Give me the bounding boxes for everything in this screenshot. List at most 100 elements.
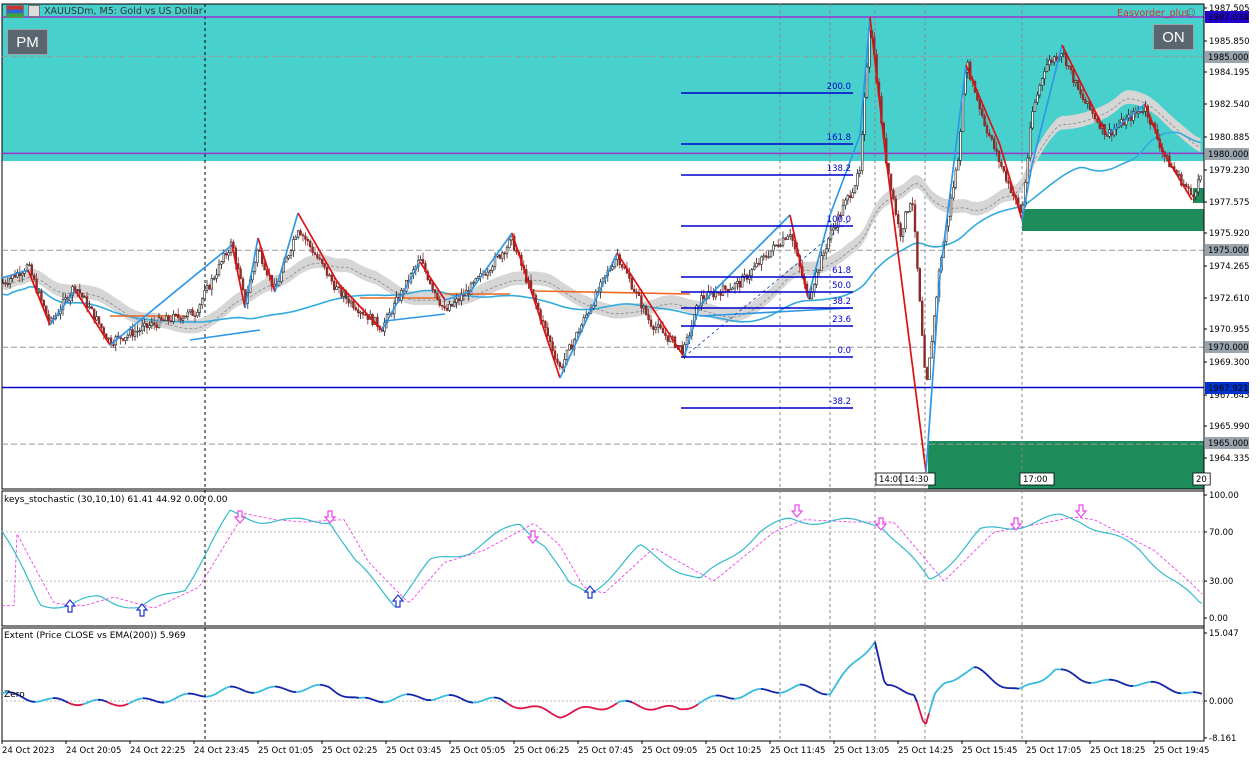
extent-line-segment <box>409 693 414 696</box>
candle-body <box>637 291 641 297</box>
candle-body <box>484 274 487 276</box>
chart-menu-icon-2[interactable] <box>28 5 40 17</box>
extent-line-segment <box>952 678 957 682</box>
candle-body <box>956 160 960 171</box>
candle-body <box>664 332 667 336</box>
candle-body <box>217 263 221 276</box>
candle-body <box>656 324 660 328</box>
extent-line-segment <box>37 700 42 703</box>
candle-body <box>829 229 833 240</box>
candle-body <box>49 317 53 322</box>
extent-line-segment <box>40 699 45 702</box>
candle-body <box>455 298 458 303</box>
extent-line-segment <box>721 695 726 698</box>
price-tag-label: 1985.000 <box>1208 53 1249 63</box>
candle-body <box>846 195 850 201</box>
zigzag-segment <box>244 237 259 309</box>
candle-body <box>136 330 139 333</box>
extent-line-segment <box>724 696 729 699</box>
candle-body <box>428 279 432 285</box>
candle-body <box>165 315 168 321</box>
extent-line-segment <box>931 693 936 704</box>
chart-menu-icon[interactable] <box>6 4 24 18</box>
extent-line-segment <box>637 704 642 708</box>
extent-line-segment <box>817 691 822 695</box>
candle-body <box>959 131 962 161</box>
extent-line-segment <box>103 699 108 703</box>
candle-body <box>452 302 456 307</box>
candle-body <box>925 367 929 380</box>
extent-line-segment <box>565 713 570 717</box>
extent-line-segment <box>82 702 87 706</box>
extent-line-segment <box>1027 682 1032 686</box>
extent-line-segment <box>829 689 834 695</box>
extent-line-segment <box>112 703 117 707</box>
candle-body <box>1194 191 1198 198</box>
extent-line-segment <box>1 691 6 695</box>
zigzag-segment <box>109 244 233 346</box>
candle-body <box>126 334 130 338</box>
fib-level-label: 200.0 <box>827 82 851 92</box>
zigzag-segment <box>274 212 299 293</box>
extent-line-segment <box>1111 678 1116 682</box>
candle-body <box>784 237 787 240</box>
candle-body <box>755 262 758 268</box>
candle-body <box>553 350 557 360</box>
extent-line-segment <box>331 688 336 693</box>
extent-line-segment <box>874 641 879 656</box>
extent-line-segment <box>748 690 753 694</box>
extent-line-segment <box>1135 683 1140 687</box>
on-button[interactable]: ON <box>1153 24 1194 50</box>
time-axis-label: 25 Oct 11:45 <box>770 746 825 756</box>
extent-line-segment <box>631 701 636 705</box>
candle-body <box>335 286 338 290</box>
extent-line-segment <box>754 688 759 691</box>
candle-body <box>997 150 1001 163</box>
extent-line-segment <box>790 686 795 690</box>
extent-line-segment <box>937 685 942 691</box>
arrow-up-icon <box>63 599 77 613</box>
candle-body <box>9 278 12 284</box>
extent-line-segment <box>1078 677 1083 682</box>
arrow-up-icon <box>391 594 405 608</box>
extent-line-segment <box>787 687 792 692</box>
candle-body <box>450 303 453 307</box>
extent-line-segment <box>391 697 396 702</box>
extent-line-segment <box>736 696 741 700</box>
arrow-down-icon <box>790 504 804 518</box>
extent-line-segment <box>334 691 339 695</box>
arrow-up-icon <box>135 603 149 617</box>
extent-line-segment <box>784 689 789 693</box>
zigzag-segment <box>939 64 967 276</box>
candle-body <box>179 317 182 321</box>
time-axis-label: 25 Oct 07:45 <box>578 746 633 756</box>
candle-body <box>6 283 10 285</box>
extent-line-segment <box>523 706 528 709</box>
ma-band <box>3 90 1201 334</box>
extent-line-segment <box>127 701 132 705</box>
candle-body <box>827 238 830 250</box>
candle-body <box>901 228 905 237</box>
price-tag-bg <box>1205 382 1249 394</box>
pm-button[interactable]: PM <box>7 29 48 55</box>
extent-line-segment <box>424 698 429 701</box>
extent-line-segment <box>1042 677 1047 681</box>
zigzag-segment <box>1164 154 1193 201</box>
extent-line-segment <box>883 680 888 686</box>
extent-line-segment <box>1084 681 1089 684</box>
fib-level-label: 161.8 <box>827 133 851 143</box>
candle-body <box>1033 102 1037 112</box>
extent-line-segment <box>802 683 807 687</box>
candle-body <box>769 250 773 258</box>
candle-body <box>306 238 309 242</box>
candle-body <box>560 366 564 369</box>
extent-line-segment <box>16 693 21 697</box>
extent-line-segment <box>640 706 645 710</box>
extent-line-segment <box>439 695 444 699</box>
extent-line-segment <box>967 668 972 673</box>
candle-body <box>201 298 204 306</box>
extent-line-segment <box>616 700 621 705</box>
candle-body <box>1031 111 1034 129</box>
